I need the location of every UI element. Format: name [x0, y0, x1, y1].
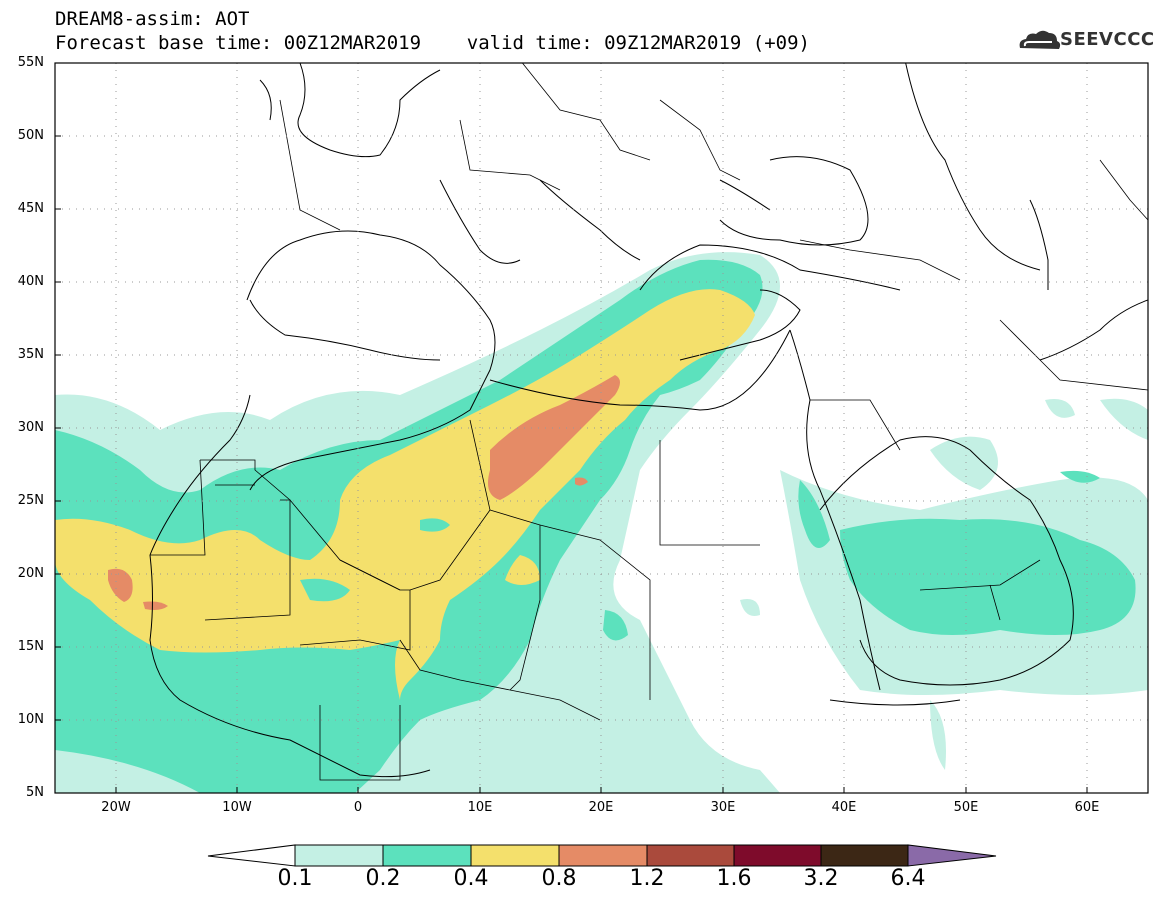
map-subtitle: Forecast base time: 00Z12MAR2019 valid t…	[55, 32, 810, 54]
map-title: DREAM8-assim: AOT	[55, 8, 250, 30]
colorbar-high-arrow	[907, 844, 997, 867]
lat-label: 5N	[26, 785, 44, 800]
colorbar-swatch-6	[733, 844, 822, 867]
lat-label: 35N	[17, 347, 44, 362]
lon-label: 10W	[222, 800, 252, 815]
lon-label: 50E	[953, 800, 979, 815]
graticule	[55, 63, 1148, 793]
colorbar-swatch-5	[646, 844, 735, 867]
lon-label: 0	[353, 800, 363, 815]
colorbar-label: 1.6	[716, 866, 752, 891]
colorbar-label: 6.4	[890, 866, 926, 891]
aot-band-0-2-inner	[300, 518, 450, 602]
lat-label: 30N	[17, 420, 44, 435]
lat-label: 55N	[17, 55, 44, 70]
colorbar-label: 1.2	[629, 866, 665, 891]
lon-label: 20W	[101, 800, 131, 815]
lat-label: 15N	[17, 639, 44, 654]
aot-band-0-4	[55, 289, 755, 700]
colorbar-swatch-3	[470, 844, 560, 867]
cloud-logo-icon	[1019, 30, 1061, 49]
lon-label: 20E	[588, 800, 614, 815]
colorbar-label: 0.1	[277, 866, 313, 891]
lon-label: 40E	[831, 800, 857, 815]
logo-text: SEEVCCC	[1060, 29, 1155, 50]
coastlines	[149, 63, 1148, 778]
colorbar-label: 0.4	[453, 866, 489, 891]
lat-label: 45N	[17, 201, 44, 216]
colorbar-label: 3.2	[803, 866, 839, 891]
colorbar-label: 0.8	[541, 866, 577, 891]
lat-label: 40N	[17, 274, 44, 289]
lon-label: 30E	[710, 800, 736, 815]
lon-label: 60E	[1074, 800, 1100, 815]
colorbar-swatch-4	[558, 844, 648, 867]
colorbar-low-arrow	[207, 844, 296, 867]
lat-label: 50N	[17, 128, 44, 143]
colorbar-label: 0.2	[365, 866, 401, 891]
lat-label: 10N	[17, 712, 44, 727]
country-borders	[150, 63, 1148, 781]
lat-label: 20N	[17, 566, 44, 581]
aot-band-0-8	[108, 375, 620, 610]
colorbar-swatch-7	[820, 844, 909, 867]
colorbar-swatch-2	[382, 844, 472, 867]
axis-ticks	[55, 62, 1088, 793]
lat-label: 25N	[17, 493, 44, 508]
lon-label: 10E	[467, 800, 493, 815]
colorbar-swatch-1	[294, 844, 384, 867]
